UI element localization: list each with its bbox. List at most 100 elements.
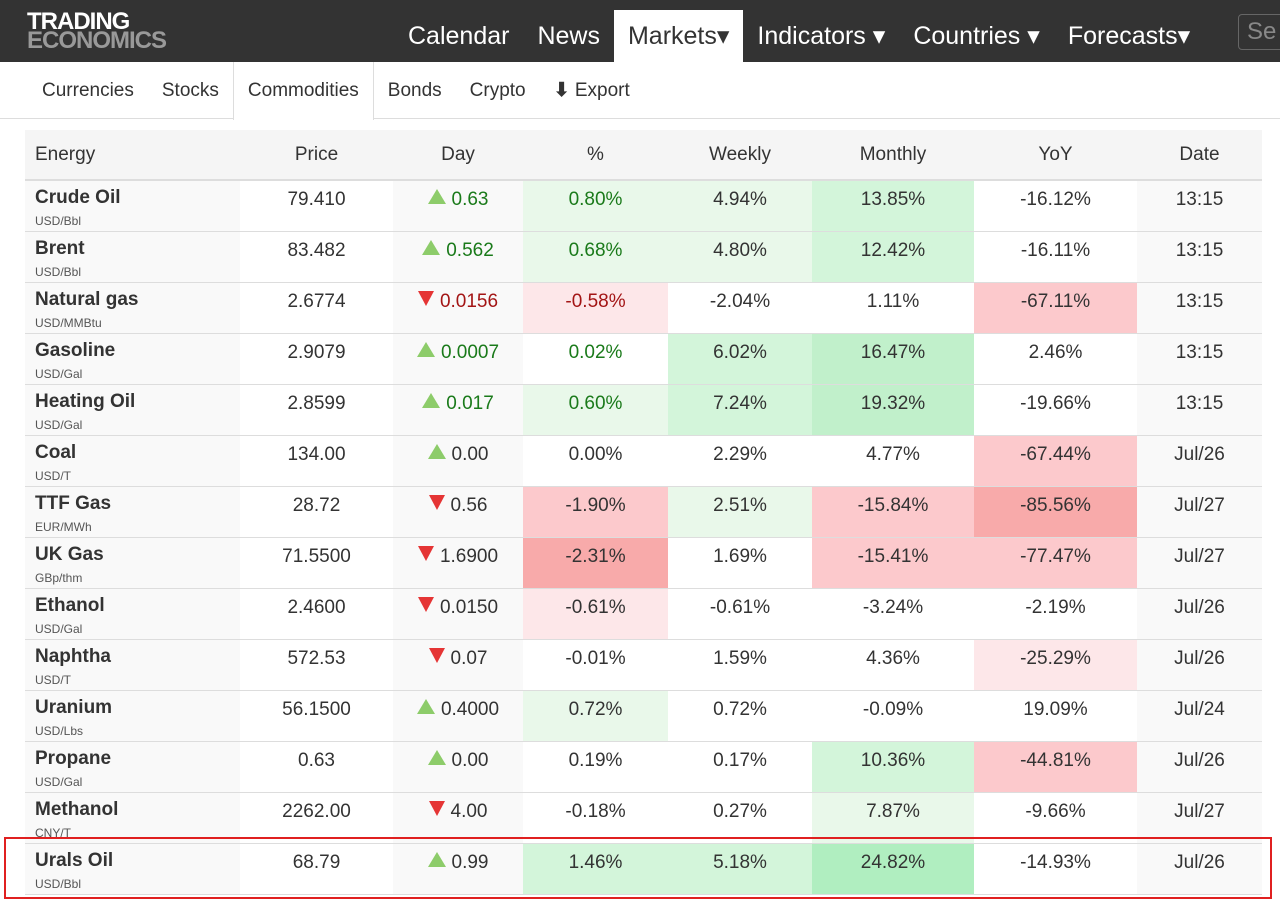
commodity-cell[interactable]: Propane USD/Gal	[25, 741, 240, 793]
column-header-monthly[interactable]: Monthly	[812, 130, 974, 181]
commodity-name[interactable]: Ethanol	[35, 594, 105, 616]
day-change-cell: 0.63	[393, 180, 523, 232]
day-change-value: 0.0156	[439, 290, 499, 312]
nav-markets[interactable]: Markets▾	[613, 10, 744, 62]
highlight-box	[4, 837, 1272, 899]
table-row[interactable]: Propane USD/Gal 0.63 0.00 0.19% 0.17% 10.36% -4…	[25, 741, 1262, 793]
day-change-value: 0.00	[451, 443, 489, 465]
pct-cell: -0.01%	[523, 639, 668, 691]
date-cell: Jul/26	[1137, 435, 1262, 487]
column-header-day[interactable]: Day	[393, 130, 523, 181]
commodity-cell[interactable]: Natural gas USD/MMBtu	[25, 282, 240, 334]
date-cell: Jul/26	[1137, 741, 1262, 793]
price-cell: 2.9079	[240, 333, 393, 385]
commodity-name[interactable]: Coal	[35, 441, 77, 463]
commodity-cell[interactable]: Heating Oil USD/Gal	[25, 384, 240, 436]
commodity-name[interactable]: Natural gas	[35, 288, 139, 310]
nav-calendar[interactable]: Calendar	[408, 22, 510, 50]
tab-export[interactable]: ⬇ Export	[540, 62, 644, 118]
commodity-cell[interactable]: Brent USD/Bbl	[25, 231, 240, 283]
table-row[interactable]: Heating Oil USD/Gal 2.8599 0.017 0.60% 7.24% 1…	[25, 384, 1262, 436]
weekly-cell: 1.59%	[668, 639, 812, 691]
day-change-cell: 0.4000	[393, 690, 523, 742]
table-row[interactable]: Urals Oil USD/Bbl 68.79 0.99 1.46% 5.18% 24.82…	[25, 843, 1262, 895]
table-row[interactable]: Brent USD/Bbl 83.482 0.562 0.68% 4.80% 12.42% -…	[25, 231, 1262, 283]
commodity-name[interactable]: Gasoline	[35, 339, 116, 361]
commodity-cell[interactable]: Ethanol USD/Gal	[25, 588, 240, 640]
commodity-name[interactable]: Uranium	[35, 696, 113, 718]
weekly-cell: 0.27%	[668, 792, 812, 844]
yoy-cell: -16.11%	[974, 231, 1137, 283]
arrow-up-icon	[427, 443, 446, 459]
table-row[interactable]: Naphtha USD/T 572.53 0.07 -0.01% 1.59% 4.36% -2…	[25, 639, 1262, 691]
commodity-cell[interactable]: Crude Oil USD/Bbl	[25, 180, 240, 232]
nav-forecasts[interactable]: Forecasts▾	[1067, 22, 1191, 50]
column-header-energy[interactable]: Energy	[25, 130, 240, 181]
nav-countries[interactable]: Countries ▾	[913, 22, 1040, 50]
column-header-price[interactable]: Price	[240, 130, 393, 181]
commodity-unit: EUR/MWh	[35, 519, 92, 534]
price-cell: 68.79	[240, 843, 393, 895]
tab-stocks[interactable]: Stocks	[148, 62, 233, 118]
commodity-name[interactable]: UK Gas	[35, 543, 104, 565]
commodity-name[interactable]: Methanol	[35, 798, 119, 820]
commodity-name[interactable]: Brent	[35, 237, 85, 259]
commodity-name[interactable]: Urals Oil	[35, 849, 114, 871]
nav-news[interactable]: News	[537, 22, 600, 50]
table-row[interactable]: Uranium USD/Lbs 56.1500 0.4000 0.72% 0.72% -0.…	[25, 690, 1262, 742]
search-input[interactable]: Se	[1238, 14, 1280, 50]
commodity-cell[interactable]: Urals Oil USD/Bbl	[25, 843, 240, 895]
commodity-name[interactable]: Crude Oil	[35, 187, 121, 208]
price-cell: 134.00	[240, 435, 393, 487]
price-cell: 83.482	[240, 231, 393, 283]
commodity-name[interactable]: Naphtha	[35, 645, 111, 667]
main-nav: Calendar News Markets▾ Indicators ▾ Countrie…	[394, 10, 1204, 62]
table-row[interactable]: UK Gas GBp/thm 71.5500 1.6900 -2.31% 1.69% -15…	[25, 537, 1262, 589]
commodity-name[interactable]: Heating Oil	[35, 390, 136, 412]
commodity-cell[interactable]: UK Gas GBp/thm	[25, 537, 240, 589]
tab-label: Currencies	[42, 80, 134, 101]
table-row[interactable]: Crude Oil USD/Bbl 79.410 0.63 0.80% 4.94% 13.8…	[25, 180, 1262, 232]
commodity-cell[interactable]: Coal USD/T	[25, 435, 240, 487]
commodity-name[interactable]: Propane	[35, 747, 112, 769]
price-cell: 79.410	[240, 180, 393, 232]
commodity-name[interactable]: TTF Gas	[35, 492, 112, 514]
commodity-unit: USD/Lbs	[35, 723, 84, 738]
date-cell: 13:15	[1137, 180, 1262, 232]
column-header-weekly[interactable]: Weekly	[668, 130, 812, 181]
column-header-yoy[interactable]: YoY	[974, 130, 1137, 181]
table-row[interactable]: Gasoline USD/Gal 2.9079 0.0007 0.02% 6.02% 16.…	[25, 333, 1262, 385]
commodity-cell[interactable]: Gasoline USD/Gal	[25, 333, 240, 385]
table-row[interactable]: Ethanol USD/Gal 2.4600 0.0150 -0.61% -0.61% -3…	[25, 588, 1262, 640]
day-change-value: 0.63	[451, 189, 489, 210]
commodity-cell[interactable]: Uranium USD/Lbs	[25, 690, 240, 742]
day-change-value: 0.017	[446, 392, 494, 414]
table-row[interactable]: Methanol CNY/T 2262.00 4.00 -0.18% 0.27% 7.87%…	[25, 792, 1262, 844]
tab-crypto[interactable]: Crypto	[456, 62, 540, 118]
yoy-cell: -9.66%	[974, 792, 1137, 844]
commodity-cell[interactable]: Methanol CNY/T	[25, 792, 240, 844]
table-row[interactable]: TTF Gas EUR/MWh 28.72 0.56 -1.90% 2.51% -15.84…	[25, 486, 1262, 538]
monthly-cell: 1.11%	[812, 282, 974, 334]
logo[interactable]: TRADING ECONOMICS	[27, 8, 167, 54]
day-change-value: 0.4000	[440, 698, 500, 720]
day-change-cell: 4.00	[393, 792, 523, 844]
nav-indicators[interactable]: Indicators ▾	[757, 22, 886, 50]
arrow-up-icon	[427, 851, 446, 867]
monthly-cell: 10.36%	[812, 741, 974, 793]
date-cell: Jul/26	[1137, 588, 1262, 640]
table-row[interactable]: Coal USD/T 134.00 0.00 0.00% 2.29% 4.77% -67.44…	[25, 435, 1262, 487]
table-row[interactable]: Natural gas USD/MMBtu 2.6774 0.0156 -0.58% -2…	[25, 282, 1262, 334]
tab-commodities[interactable]: Commodities	[232, 62, 374, 120]
column-header-pct[interactable]: %	[523, 130, 668, 181]
pct-cell: -2.31%	[523, 537, 668, 589]
arrow-up-icon	[416, 341, 435, 357]
commodity-cell[interactable]: Naphtha USD/T	[25, 639, 240, 691]
tab-currencies[interactable]: Currencies	[28, 62, 148, 118]
column-header-date[interactable]: Date	[1137, 130, 1262, 181]
price-cell: 28.72	[240, 486, 393, 538]
commodity-cell[interactable]: TTF Gas EUR/MWh	[25, 486, 240, 538]
tab-bonds[interactable]: Bonds	[374, 62, 456, 118]
tab-label: Stocks	[161, 80, 219, 101]
monthly-cell: 16.47%	[812, 333, 974, 385]
